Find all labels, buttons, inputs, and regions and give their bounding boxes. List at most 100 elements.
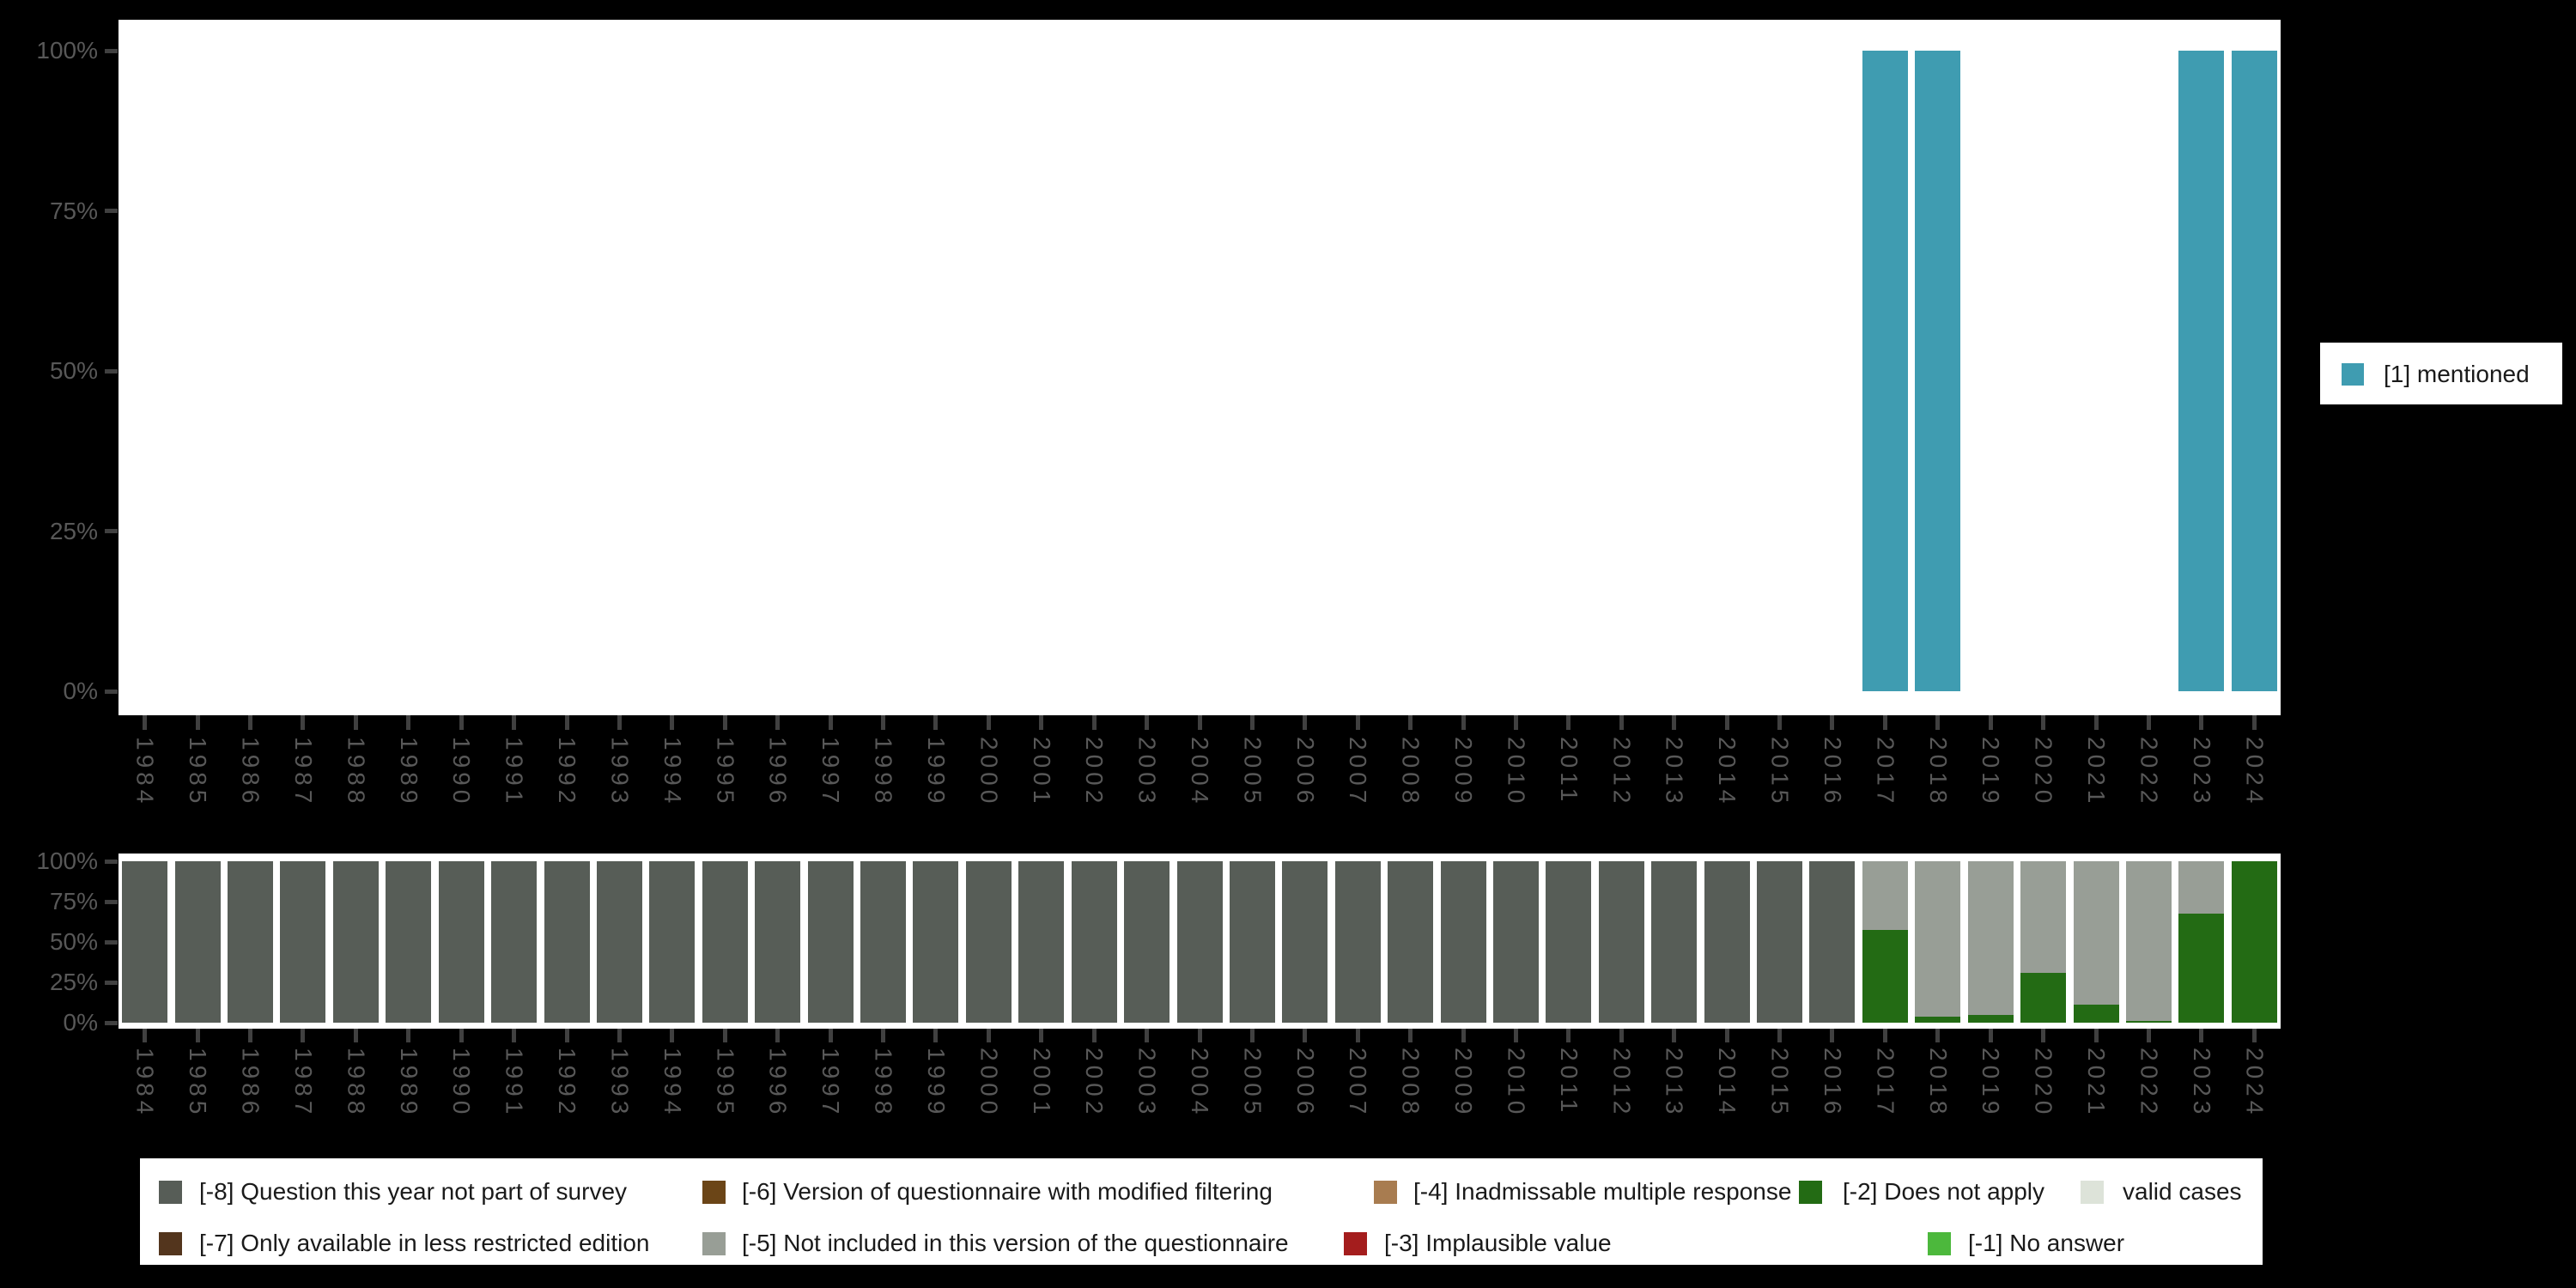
missing-values-bar-segment	[438, 861, 484, 1023]
top-chart-y-tick	[105, 368, 118, 374]
top-chart-y-tick-label: 25%	[49, 517, 98, 544]
bottom-chart-x-tick-label: 2008	[1397, 1048, 1425, 1119]
bottom-chart-x-tick	[1513, 1029, 1518, 1042]
top-chart-y-tick-label: 100%	[36, 37, 98, 64]
missing-values-bar-segment	[702, 861, 748, 1023]
bottom-chart-x-tick	[1672, 1029, 1677, 1042]
top-chart-x-tick	[2041, 715, 2046, 730]
top-chart-x-tick	[1408, 715, 1413, 730]
bottom-chart-x-tick-label: 2003	[1133, 1048, 1161, 1119]
missing-values-bar-segment	[2125, 861, 2172, 1022]
bottom-chart-x-tick	[1935, 1029, 1941, 1042]
bottom-chart-x-tick	[1461, 1029, 1466, 1042]
bottom-chart-x-tick	[1039, 1029, 1044, 1042]
bottom-chart-x-tick	[1249, 1029, 1255, 1042]
bottom-chart-x-tick-label: 2023	[2188, 1048, 2215, 1119]
missing-values-bar-segment	[1176, 861, 1223, 1023]
top-chart-x-tick	[1355, 715, 1360, 730]
top-chart-x-tick-label: 1989	[395, 737, 422, 808]
top-chart-x-tick	[2251, 715, 2257, 730]
top-chart-x-tick-label: 1984	[131, 737, 159, 808]
missing-values-bar-segment	[2178, 861, 2225, 914]
valid_cases-legend-label: valid cases	[2123, 1178, 2242, 1205]
top-chart-x-tick	[406, 715, 411, 730]
top-chart-x-tick	[828, 715, 833, 730]
missing_4-legend-swatch	[1374, 1180, 1397, 1204]
top-chart-x-tick-label: 2011	[1555, 737, 1583, 806]
top-chart-x-tick-label: 1988	[343, 737, 370, 808]
missing_5-legend-swatch	[702, 1231, 726, 1255]
missing-values-bar-segment	[1967, 1014, 2014, 1023]
top-chart-x-tick-label: 1996	[764, 737, 792, 808]
top-chart-x-tick	[1303, 715, 1308, 730]
top-chart-x-tick	[1249, 715, 1255, 730]
missing-values-bar-segment	[1388, 861, 1434, 1023]
top-chart-x-tick	[1619, 715, 1624, 730]
valid_cases-legend-swatch	[2081, 1180, 2104, 1204]
missing-values-bar-segment	[807, 861, 854, 1023]
missing-values-bar-segment	[1124, 861, 1170, 1023]
missing-values-bar-segment	[913, 861, 959, 1023]
top-chart-x-tick	[722, 715, 727, 730]
missing_5-legend-label: [-5] Not included in this version of the…	[742, 1230, 1289, 1256]
missing-values-bar-segment	[755, 861, 801, 1023]
bottom-chart-x-tick	[2041, 1029, 2046, 1042]
bottom-chart-x-tick	[2093, 1029, 2099, 1042]
missing-values-bar-segment	[1967, 861, 2014, 1015]
top-chart-x-tick	[775, 715, 781, 730]
top-chart-x-tick	[2093, 715, 2099, 730]
top-chart-y-tick	[105, 689, 118, 694]
top-chart-x-tick	[301, 715, 306, 730]
top-chart-x-tick	[986, 715, 991, 730]
top-chart-x-tick-label: 2001	[1028, 737, 1055, 808]
top-chart-x-tick	[1145, 715, 1150, 730]
bottom-chart-x-tick	[881, 1029, 885, 1042]
top-chart-x-tick	[353, 715, 358, 730]
missing-values-bar-segment	[649, 861, 696, 1023]
bottom-chart-x-tick	[986, 1029, 991, 1042]
bottom-chart-y-tick	[105, 859, 118, 864]
top-chart-x-tick-label: 2006	[1291, 737, 1319, 808]
top-chart-x-tick-label: 1992	[554, 737, 581, 808]
missing_7-legend-swatch	[159, 1231, 182, 1255]
top-chart-x-tick-label: 2019	[1978, 737, 2005, 808]
bottom-chart-x-tick-label: 2005	[1239, 1048, 1267, 1119]
top-chart-x-tick-label: 2014	[1714, 737, 1741, 808]
bottom-chart-x-tick	[1777, 1029, 1783, 1042]
bottom-chart-x-tick-label: 2017	[1872, 1048, 1899, 1119]
missing-values-bar-segment	[1282, 861, 1328, 1023]
missing-values-bar-segment	[122, 861, 168, 1023]
top-chart-x-tick	[1830, 715, 1835, 730]
top-chart-legend: [1] mentioned	[2320, 343, 2562, 404]
top-chart-x-tick-label: 2003	[1133, 737, 1161, 808]
missing-values-bar-segment	[1704, 861, 1750, 1023]
bottom-chart-x-tick	[1145, 1029, 1150, 1042]
missing-values-bar-segment	[1651, 861, 1698, 1023]
bottom-chart-x-tick-label: 1996	[764, 1048, 792, 1119]
bottom-chart-y-tick-label: 0%	[63, 1009, 98, 1036]
bottom-chart-x-tick-label: 2001	[1028, 1048, 1055, 1119]
bottom-chart-x-tick-label: 1993	[606, 1048, 634, 1119]
bottom-chart-x-tick	[2146, 1029, 2151, 1042]
bottom-chart-y-tick-label: 100%	[36, 848, 98, 874]
top-chart-x-tick-label: 1987	[289, 737, 317, 808]
missing-values-bar-segment	[860, 861, 906, 1023]
missing-values-bar-segment	[1492, 861, 1539, 1023]
missing-values-bar-segment	[1757, 861, 1803, 1023]
missing-values-bar-segment	[1915, 861, 1961, 1018]
top-chart-y-tick	[105, 209, 118, 213]
bottom-chart-x-tick-label: 1997	[817, 1048, 845, 1119]
bottom-chart-x-tick-label: 1984	[131, 1048, 159, 1119]
missing_6-legend-label: [-6] Version of questionnaire with modif…	[742, 1178, 1273, 1205]
bottom-chart-x-tick-label: 1985	[185, 1048, 212, 1119]
bottom-chart-x-tick	[775, 1029, 781, 1042]
missing-values-bar-segment	[1598, 861, 1644, 1023]
missing_7-legend-label: [-7] Only available in less restricted e…	[199, 1230, 650, 1256]
bottom-chart-x-tick-label: 2009	[1450, 1048, 1478, 1119]
missing-values-bar-segment	[2073, 1005, 2119, 1023]
bottom-chart-y-tick	[105, 899, 118, 904]
top-chart-x-tick-label: 2016	[1819, 737, 1846, 808]
missing-values-bar-segment	[544, 861, 590, 1023]
missing_3-legend-label: [-3] Implausible value	[1384, 1230, 1612, 1256]
bottom-chart-x-tick-label: 2002	[1081, 1048, 1109, 1119]
